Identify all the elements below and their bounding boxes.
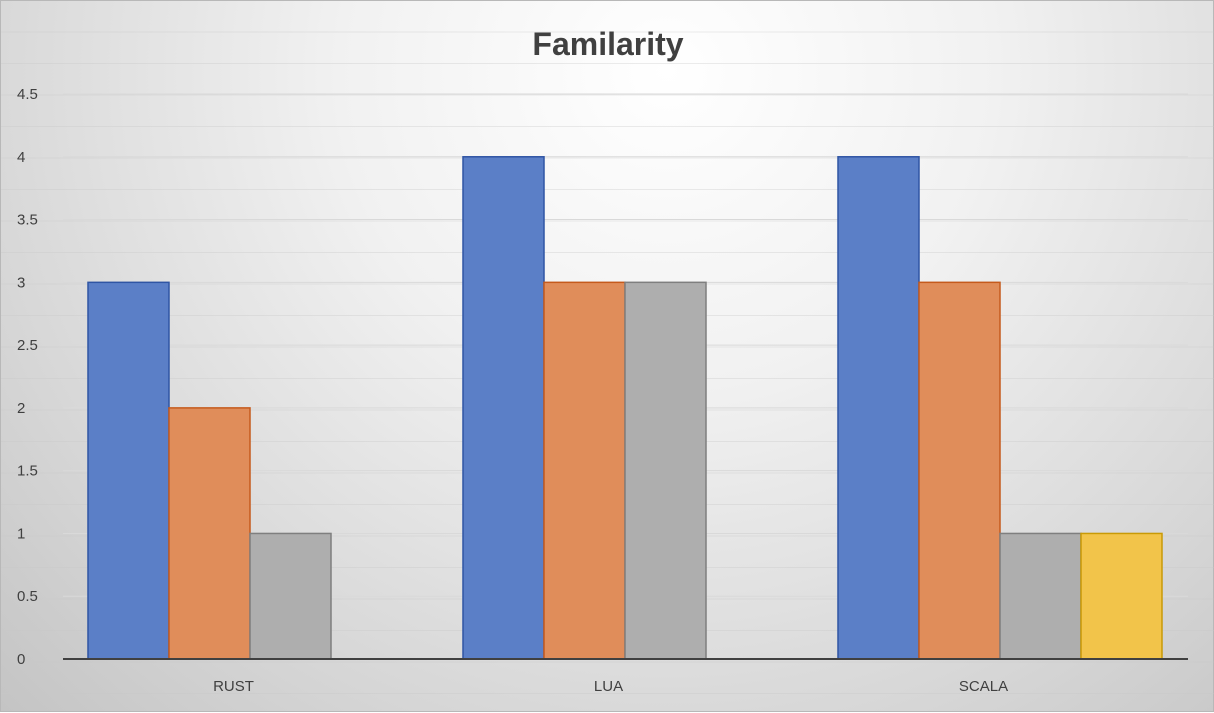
bars xyxy=(87,156,1163,660)
y-tick-label: 0 xyxy=(17,651,25,668)
y-tick-label: 2 xyxy=(17,400,25,417)
x-category-label: LUA xyxy=(594,678,623,695)
x-category-label: RUST xyxy=(213,678,254,695)
y-tick-label: 4.5 xyxy=(17,86,38,103)
y-tick-label: 3 xyxy=(17,274,25,291)
x-axis-categories: RUST LUA SCALA xyxy=(213,678,1008,695)
y-tick-label: 1.5 xyxy=(17,463,38,480)
y-tick-label: 1 xyxy=(17,525,25,542)
bar-scala-series-3 xyxy=(999,532,1082,660)
y-tick-label: 4 xyxy=(17,149,25,166)
bar-lua-series-3 xyxy=(624,281,707,660)
x-category-label: SCALA xyxy=(959,678,1008,695)
y-tick-label: 2.5 xyxy=(17,337,38,354)
bar-rust-series-3 xyxy=(249,532,332,660)
bar-lua-series-1 xyxy=(462,156,545,660)
bar-scala-series-2 xyxy=(918,281,1001,660)
bar-rust-series-2 xyxy=(168,407,251,660)
bar-rust-series-1 xyxy=(87,281,170,660)
chart-title: Familarity xyxy=(532,26,683,62)
bar-scala-series-1 xyxy=(837,156,920,660)
bar-scala-series-4 xyxy=(1080,532,1163,660)
bar-lua-series-2 xyxy=(543,281,626,660)
y-axis-ticks: 0 0.5 1 1.5 2 2.5 3 3.5 4 4.5 xyxy=(17,86,38,668)
y-tick-label: 3.5 xyxy=(17,212,38,229)
y-tick-label: 0.5 xyxy=(17,588,38,605)
